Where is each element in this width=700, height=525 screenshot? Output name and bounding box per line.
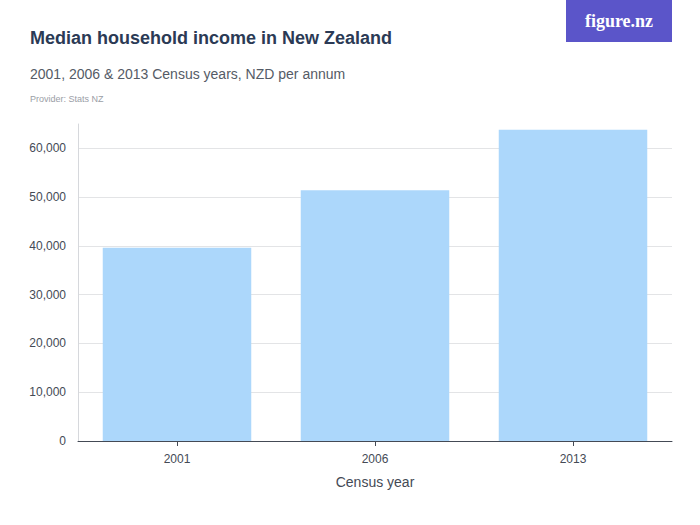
svg-text:50,000: 50,000 [29, 190, 66, 204]
svg-text:0: 0 [59, 434, 66, 448]
svg-text:10,000: 10,000 [29, 385, 66, 399]
svg-text:Census year: Census year [336, 474, 415, 490]
svg-text:2006: 2006 [362, 452, 389, 466]
svg-text:60,000: 60,000 [29, 141, 66, 155]
svg-text:Provider: Stats NZ: Provider: Stats NZ [30, 94, 104, 104]
svg-text:2001: 2001 [164, 452, 191, 466]
svg-text:30,000: 30,000 [29, 288, 66, 302]
svg-text:40,000: 40,000 [29, 239, 66, 253]
svg-text:figure.nz: figure.nz [585, 11, 653, 31]
svg-text:2001, 2006 & 2013 Census years: 2001, 2006 & 2013 Census years, NZD per … [30, 66, 345, 82]
svg-text:Median household income in New: Median household income in New Zealand [30, 28, 392, 48]
svg-text:20,000: 20,000 [29, 336, 66, 350]
svg-text:2013: 2013 [560, 452, 587, 466]
